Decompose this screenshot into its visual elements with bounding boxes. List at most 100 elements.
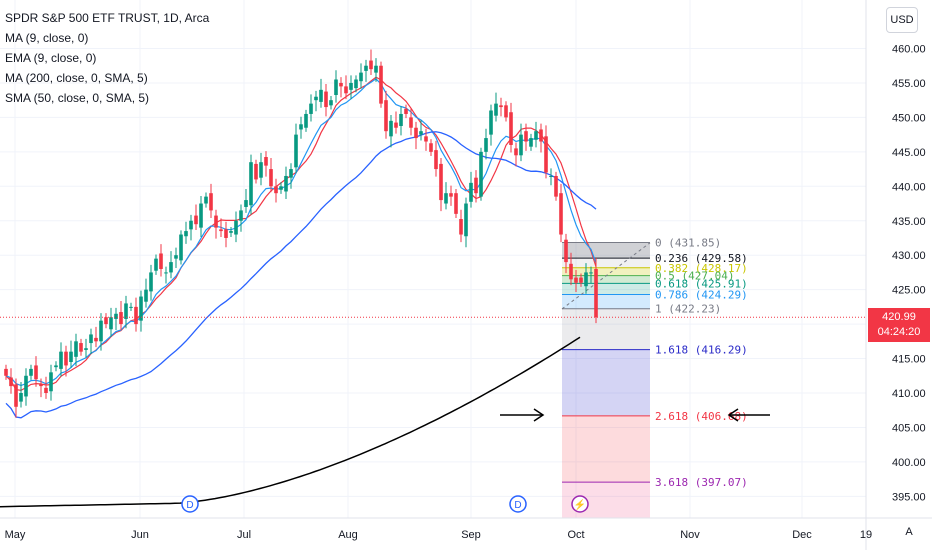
candle <box>589 266 593 284</box>
candle <box>134 297 138 332</box>
candle <box>149 264 153 301</box>
candle <box>594 257 598 324</box>
legend-title: SPDR S&P 500 ETF TRUST, 1D, Arca <box>5 11 210 25</box>
arrow-left-icon <box>727 408 770 422</box>
candle <box>509 102 513 153</box>
time-axis[interactable]: May Jun Jul Aug Sep Oct Nov Dec 19 <box>5 529 873 541</box>
price-tick-label: 405.00 <box>892 422 926 434</box>
fib-extension-tool[interactable] <box>561 241 651 518</box>
candle <box>329 96 333 110</box>
candle <box>489 104 493 146</box>
candle <box>354 75 358 93</box>
candle <box>239 204 243 232</box>
candle <box>384 90 388 139</box>
candle <box>129 302 133 312</box>
auto-scale-button[interactable]: A <box>905 526 913 538</box>
price-tick-label: 440.00 <box>892 181 926 193</box>
candle <box>274 178 278 203</box>
candle <box>29 364 33 380</box>
legend-indicator-sma50[interactable]: SMA (50, close, 0, SMA, 5) <box>5 91 150 105</box>
fib-zone <box>562 242 650 259</box>
candle <box>369 49 373 76</box>
candle <box>464 197 468 248</box>
candle <box>394 111 398 134</box>
candle <box>114 307 118 330</box>
bar-countdown: 04:24:20 <box>877 326 921 338</box>
time-tick-label: Dec <box>792 529 812 541</box>
candle <box>484 128 488 160</box>
time-tick-label: Aug <box>338 529 358 541</box>
indicator-lines <box>0 76 597 508</box>
fib-level-label: 0.618 (425.91) <box>655 277 748 290</box>
candle <box>459 209 463 243</box>
fib-zone <box>562 258 650 268</box>
candle <box>64 345 68 377</box>
candle <box>569 252 573 286</box>
candle <box>504 101 508 122</box>
candle <box>364 59 368 82</box>
fib-level-label: 2.618 (406.68) <box>655 410 748 423</box>
candle <box>289 163 293 189</box>
candle <box>479 147 483 201</box>
legend: SPDR S&P 500 ETF TRUST, 1D, Arca MA (9, … <box>5 8 209 108</box>
fib-zone <box>562 349 650 416</box>
dividend-marker[interactable]: D <box>509 495 527 513</box>
sma50-line <box>5 131 597 419</box>
time-tick-label: Oct <box>567 529 584 541</box>
candle <box>259 152 263 186</box>
candle <box>109 307 113 337</box>
candle <box>499 97 503 117</box>
candles <box>4 49 598 418</box>
candle <box>164 266 168 284</box>
candle <box>19 381 23 408</box>
current-price-tag: 420.99 04:24:20 <box>868 308 930 342</box>
candle <box>304 109 308 132</box>
price-axis[interactable]: 460.00 455.00 450.00 445.00 440.00 435.00 430.… <box>892 44 926 504</box>
price-tick-label: 430.00 <box>892 250 926 262</box>
candle <box>59 342 63 377</box>
candle <box>34 356 38 387</box>
candle <box>49 364 53 401</box>
candle <box>309 94 313 122</box>
candle <box>84 338 88 358</box>
candle <box>529 133 533 151</box>
time-tick-label: Nov <box>680 529 700 541</box>
fib-zone <box>562 267 650 276</box>
fib-level-label: 1.618 (416.29) <box>655 344 748 357</box>
candle <box>319 78 323 108</box>
candle <box>324 83 328 117</box>
candle <box>44 376 48 399</box>
time-tick-label: Sep <box>461 529 481 541</box>
candle <box>424 128 428 151</box>
legend-indicator-ma9[interactable]: MA (9, close, 0) <box>5 31 89 45</box>
candle <box>69 340 73 368</box>
ma9-line <box>5 76 597 392</box>
candle <box>174 247 178 268</box>
fib-level-label: 0.5 (427.04) <box>655 270 734 283</box>
currency-button[interactable]: USD <box>886 7 918 33</box>
fib-level-label: 0.236 (429.58) <box>655 252 748 265</box>
dividend-marker[interactable]: D <box>181 495 199 513</box>
candle <box>339 77 343 98</box>
candle <box>264 151 268 177</box>
price-tick-label: 450.00 <box>892 112 926 124</box>
fib-zone <box>562 308 650 350</box>
candle <box>214 209 218 239</box>
earnings-marker[interactable]: ⚡ <box>571 495 589 513</box>
legend-indicator-ma200[interactable]: MA (200, close, 0, SMA, 5) <box>5 71 148 85</box>
time-tick-label: Jun <box>131 529 149 541</box>
candle <box>184 221 188 244</box>
fib-level-label: 0.382 (428.17) <box>655 262 748 275</box>
candle <box>414 121 418 150</box>
candle <box>429 139 433 156</box>
candle <box>564 233 568 274</box>
legend-indicator-ema9[interactable]: EMA (9, close, 0) <box>5 51 97 65</box>
candle <box>79 338 83 356</box>
candle <box>449 185 453 206</box>
fib-zone <box>562 294 650 309</box>
candle <box>144 278 148 308</box>
fib-labels: 0 (431.85)0.236 (429.58)0.382 (428.17)0.… <box>655 236 748 489</box>
candle <box>74 333 78 367</box>
fib-level-label: 1 (422.23) <box>655 303 721 316</box>
